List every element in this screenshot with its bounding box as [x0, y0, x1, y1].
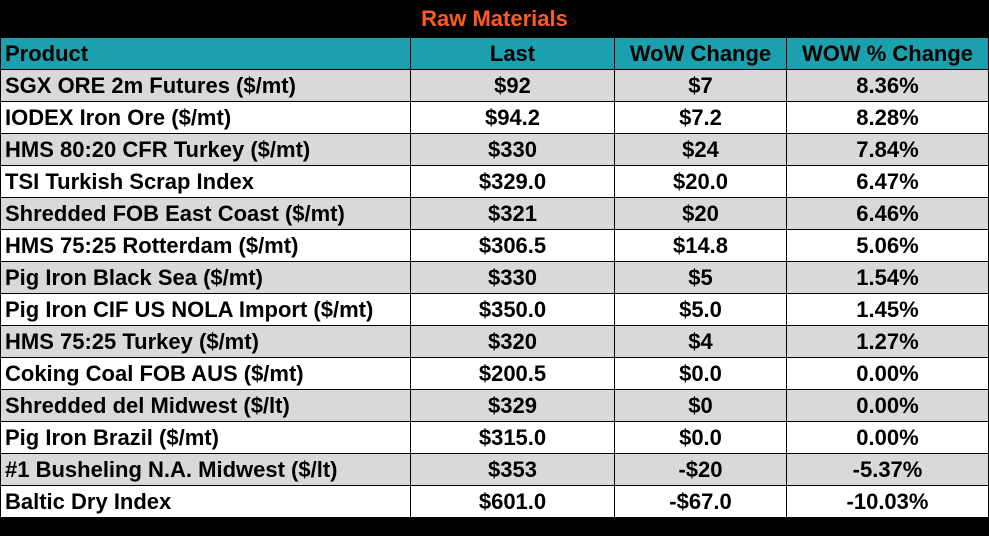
- cell-product: HMS 75:25 Rotterdam ($/mt): [0, 229, 411, 262]
- cell-last: $92: [410, 69, 615, 102]
- cell-last: $329: [410, 389, 615, 422]
- table-row: SGX ORE 2m Futures ($/mt) $92 $7 8.36%: [0, 69, 989, 102]
- table-row: HMS 75:25 Rotterdam ($/mt) $306.5 $14.8 5.0…: [0, 229, 989, 262]
- cell-wow-pct-change: 0.00%: [786, 357, 989, 390]
- table-body: SGX ORE 2m Futures ($/mt) $92 $7 8.36% IODEX…: [0, 69, 989, 518]
- cell-wow-change: $7.2: [614, 101, 787, 134]
- table-row: IODEX Iron Ore ($/mt) $94.2 $7.2 8.28%: [0, 101, 989, 134]
- cell-last: $320: [410, 325, 615, 358]
- cell-wow-change: -$67.0: [614, 485, 787, 518]
- header-wow-pct-change: WOW % Change: [786, 37, 989, 70]
- table-row: Pig Iron Brazil ($/mt) $315.0 $0.0 0.00%: [0, 421, 989, 454]
- header-last: Last: [410, 37, 615, 70]
- cell-product: Pig Iron Brazil ($/mt): [0, 421, 411, 454]
- cell-wow-change: $4: [614, 325, 787, 358]
- cell-wow-change: $0: [614, 389, 787, 422]
- header-product: Product: [0, 37, 411, 70]
- cell-last: $306.5: [410, 229, 615, 262]
- cell-wow-pct-change: 1.27%: [786, 325, 989, 358]
- cell-product: HMS 75:25 Turkey ($/mt): [0, 325, 411, 358]
- table-row: Shredded del Midwest ($/lt) $329 $0 0.00%: [0, 389, 989, 422]
- cell-wow-change: $20.0: [614, 165, 787, 198]
- cell-wow-pct-change: 0.00%: [786, 389, 989, 422]
- cell-wow-change: $20: [614, 197, 787, 230]
- table-row: HMS 75:25 Turkey ($/mt) $320 $4 1.27%: [0, 325, 989, 358]
- raw-materials-table: Product Last WoW Change WOW % Change SGX…: [0, 37, 989, 518]
- cell-last: $329.0: [410, 165, 615, 198]
- cell-product: IODEX Iron Ore ($/mt): [0, 101, 411, 134]
- cell-wow-pct-change: 8.36%: [786, 69, 989, 102]
- cell-product: TSI Turkish Scrap Index: [0, 165, 411, 198]
- table-row: Pig Iron Black Sea ($/mt) $330 $5 1.54%: [0, 261, 989, 294]
- cell-wow-change: $0.0: [614, 357, 787, 390]
- cell-wow-pct-change: 6.47%: [786, 165, 989, 198]
- cell-wow-pct-change: 7.84%: [786, 133, 989, 166]
- header-wow-change: WoW Change: [614, 37, 787, 70]
- cell-last: $350.0: [410, 293, 615, 326]
- cell-wow-change: $24: [614, 133, 787, 166]
- cell-last: $200.5: [410, 357, 615, 390]
- cell-wow-change: $14.8: [614, 229, 787, 262]
- cell-wow-change: -$20: [614, 453, 787, 486]
- cell-wow-change: $5.0: [614, 293, 787, 326]
- table-row: Baltic Dry Index $601.0 -$67.0 -10.03%: [0, 485, 989, 518]
- cell-wow-pct-change: -10.03%: [786, 485, 989, 518]
- cell-last: $353: [410, 453, 615, 486]
- table-row: #1 Busheling N.A. Midwest ($/lt) $353 -$20…: [0, 453, 989, 486]
- cell-last: $321: [410, 197, 615, 230]
- cell-product: SGX ORE 2m Futures ($/mt): [0, 69, 411, 102]
- cell-wow-pct-change: 6.46%: [786, 197, 989, 230]
- cell-wow-change: $5: [614, 261, 787, 294]
- cell-last: $94.2: [410, 101, 615, 134]
- table-row: Pig Iron CIF US NOLA Import ($/mt) $350.0…: [0, 293, 989, 326]
- table-title: Raw Materials: [0, 0, 989, 37]
- cell-wow-pct-change: 8.28%: [786, 101, 989, 134]
- header-row: Product Last WoW Change WOW % Change: [0, 37, 989, 70]
- cell-product: Shredded del Midwest ($/lt): [0, 389, 411, 422]
- table-row: TSI Turkish Scrap Index $329.0 $20.0 6.47%: [0, 165, 989, 198]
- table-row: HMS 80:20 CFR Turkey ($/mt) $330 $24 7.84%: [0, 133, 989, 166]
- cell-last: $330: [410, 133, 615, 166]
- cell-product: HMS 80:20 CFR Turkey ($/mt): [0, 133, 411, 166]
- cell-wow-pct-change: -5.37%: [786, 453, 989, 486]
- cell-wow-pct-change: 1.45%: [786, 293, 989, 326]
- cell-wow-change: $0.0: [614, 421, 787, 454]
- cell-product: Baltic Dry Index: [0, 485, 411, 518]
- cell-product: Pig Iron Black Sea ($/mt): [0, 261, 411, 294]
- table-row: Shredded FOB East Coast ($/mt) $321 $20 6.4…: [0, 197, 989, 230]
- cell-product: Pig Iron CIF US NOLA Import ($/mt): [0, 293, 411, 326]
- cell-wow-pct-change: 1.54%: [786, 261, 989, 294]
- cell-product: Shredded FOB East Coast ($/mt): [0, 197, 411, 230]
- cell-product: #1 Busheling N.A. Midwest ($/lt): [0, 453, 411, 486]
- cell-wow-pct-change: 0.00%: [786, 421, 989, 454]
- cell-product: Coking Coal FOB AUS ($/mt): [0, 357, 411, 390]
- table-row: Coking Coal FOB AUS ($/mt) $200.5 $0.0 0.00…: [0, 357, 989, 390]
- cell-wow-pct-change: 5.06%: [786, 229, 989, 262]
- cell-last: $330: [410, 261, 615, 294]
- cell-last: $315.0: [410, 421, 615, 454]
- cell-wow-change: $7: [614, 69, 787, 102]
- cell-last: $601.0: [410, 485, 615, 518]
